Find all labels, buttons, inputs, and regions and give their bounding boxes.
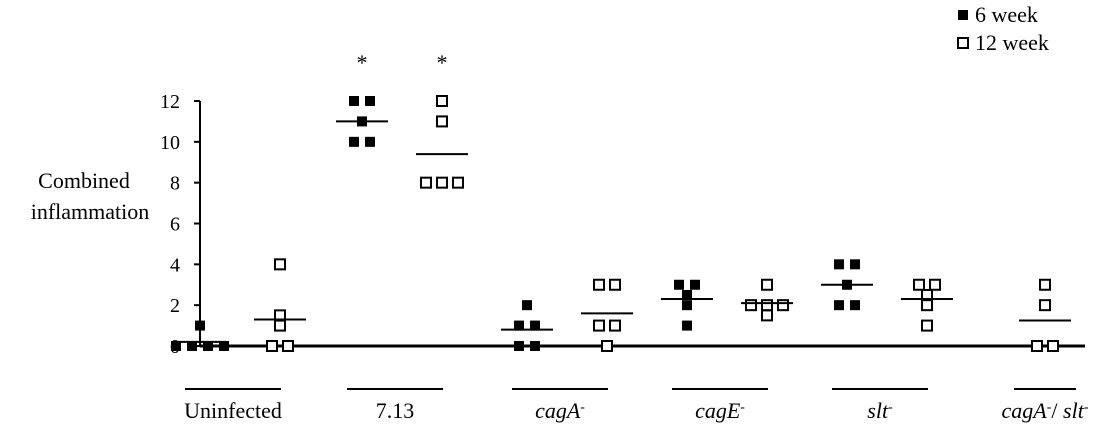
- point-12-week: [921, 319, 933, 332]
- point-6-week: [171, 341, 181, 351]
- category-label-part: cagE: [695, 398, 741, 423]
- category-label-part: -: [1084, 400, 1089, 415]
- point-6-week: [834, 300, 844, 311]
- point-12-week: [1031, 340, 1043, 352]
- point-6-week: [187, 341, 197, 351]
- y-axis-label-line: Combined: [38, 168, 130, 193]
- category-label-part: slt: [867, 398, 889, 423]
- point-12-week: [593, 319, 605, 332]
- y-axis-label: Combined inflammation: [31, 168, 150, 224]
- point-12-week: [1039, 278, 1051, 291]
- category-label-part: -: [580, 400, 585, 415]
- point-12-week: [601, 340, 613, 352]
- y-tick-label: 4: [170, 254, 180, 276]
- y-axis-label-line: inflammation: [31, 199, 150, 224]
- axes: [199, 101, 1085, 348]
- point-12-week: [913, 278, 925, 291]
- category-label-part: -: [740, 400, 745, 415]
- point-12-week: [1047, 340, 1059, 352]
- point-12-week: [436, 95, 448, 107]
- category-label: slt-: [867, 398, 893, 423]
- point-6-week: [365, 96, 375, 106]
- y-tick-label: 10: [160, 132, 180, 154]
- y-tick-label: 8: [170, 173, 180, 195]
- point-6-week: [530, 341, 540, 351]
- point-6-week: [682, 320, 692, 331]
- category-label-part: -: [1047, 400, 1052, 415]
- point-12-week: [761, 278, 773, 291]
- category-label-part: /: [1051, 398, 1063, 423]
- point-6-week: [219, 341, 229, 351]
- point-6-week: [195, 320, 205, 331]
- point-12-week: [420, 176, 432, 189]
- point-12-week: [593, 278, 605, 291]
- point-6-week: [834, 259, 844, 270]
- point-12-week: [761, 299, 773, 312]
- point-6-week: [682, 289, 692, 300]
- y-tick-label: 6: [170, 214, 180, 236]
- significance-star: *: [357, 50, 368, 75]
- point-6-week: [203, 341, 213, 351]
- y-tick-label: 2: [170, 295, 180, 317]
- point-12-week: [921, 299, 933, 312]
- point-12-week: [745, 299, 757, 312]
- point-12-week: [274, 258, 286, 271]
- point-6-week: [690, 279, 700, 290]
- point-12-week: [436, 115, 448, 128]
- point-6-week: [850, 259, 860, 270]
- point-6-week: [349, 96, 359, 106]
- point-12-week: [266, 340, 278, 352]
- y-axis-ticks: 024681012: [160, 91, 200, 358]
- point-12-week: [609, 278, 621, 291]
- point-12-week: [609, 319, 621, 332]
- legend: 6 week 12 week: [957, 2, 1049, 55]
- point-6-week: [522, 300, 532, 311]
- category-label-part: cagA: [1002, 398, 1048, 423]
- category-label: cagE-: [695, 398, 745, 423]
- point-6-week: [530, 320, 540, 331]
- category-label-part: cagA: [535, 398, 581, 423]
- point-6-week: [514, 341, 524, 351]
- data-marks: * *: [171, 50, 1071, 352]
- point-12-week: [761, 309, 773, 322]
- significance-star: *: [437, 50, 448, 75]
- point-6-week: [674, 279, 684, 290]
- point-6-week: [850, 300, 860, 311]
- point-6-week: [514, 320, 524, 331]
- legend-marker-12-week: [957, 37, 969, 49]
- legend-marker-6-week: [958, 10, 968, 20]
- category-label-part: -: [888, 400, 893, 415]
- point-6-week: [682, 300, 692, 311]
- legend-label: 6 week: [975, 2, 1038, 27]
- category-label: Uninfected: [184, 398, 282, 423]
- point-12-week: [929, 278, 941, 291]
- y-tick-label: 12: [160, 91, 180, 113]
- category-label: 7.13: [376, 398, 415, 423]
- point-12-week: [274, 319, 286, 332]
- point-12-week: [452, 176, 464, 189]
- category-label-part: slt: [1063, 398, 1085, 423]
- point-12-week: [282, 340, 294, 352]
- category-label: cagA-/ slt-: [1002, 398, 1089, 423]
- point-6-week: [365, 136, 375, 147]
- point-12-week: [777, 299, 789, 312]
- category-labels: Uninfected 7.13 cagA-cagE-slt-cagA-/ slt-: [184, 388, 1089, 423]
- category-label-part: 7.13: [376, 398, 415, 423]
- legend-label: 12 week: [975, 30, 1049, 55]
- category-label-part: Uninfected: [184, 398, 282, 423]
- point-12-week: [436, 176, 448, 189]
- category-label: cagA-: [535, 398, 585, 423]
- point-12-week: [1039, 299, 1051, 312]
- point-6-week: [349, 136, 359, 147]
